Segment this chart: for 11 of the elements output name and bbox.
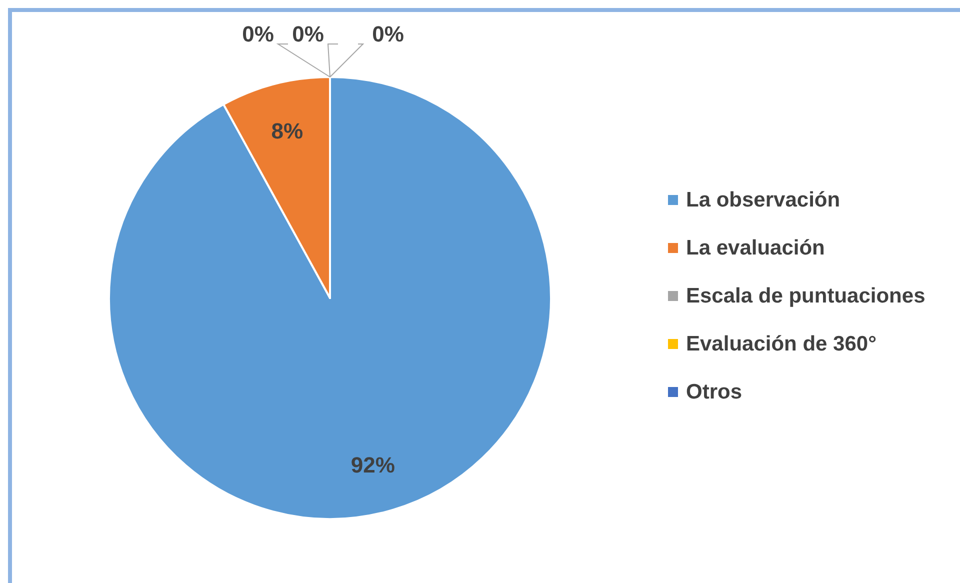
text: 0%	[372, 22, 404, 46]
data-label: 8%	[271, 118, 304, 144]
legend-label: Otros	[686, 380, 742, 404]
legend-label: La evaluación	[686, 236, 825, 260]
legend-label: La observación	[686, 188, 840, 212]
legend-label: Evaluación de 360°	[686, 332, 876, 356]
text: 0%	[242, 22, 274, 46]
pie-slice	[108, 76, 552, 520]
legend-label: Escala de puntuaciones	[686, 284, 926, 308]
text: 0%	[292, 22, 324, 46]
data-label: 92%	[350, 452, 395, 478]
